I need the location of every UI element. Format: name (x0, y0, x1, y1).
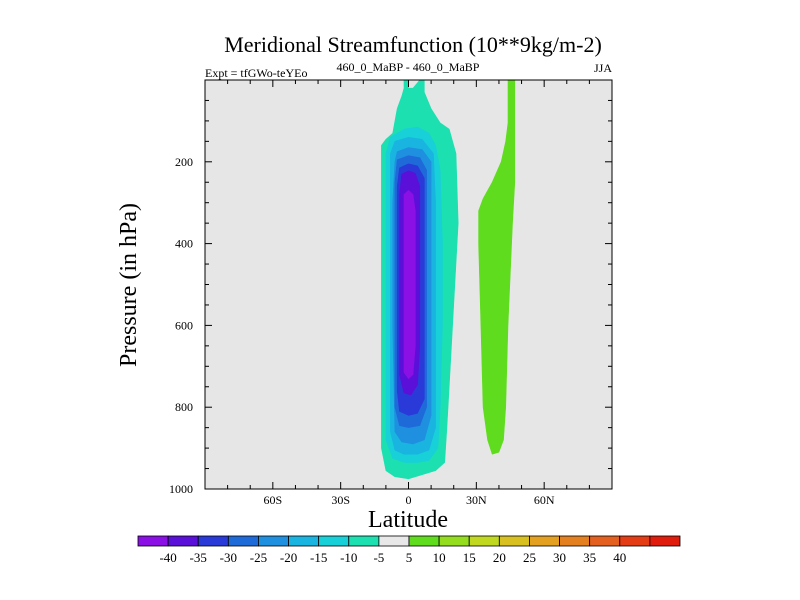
colorbar-swatch (438, 535, 470, 547)
colorbar-label: -5 (373, 550, 384, 565)
colorbar-label: 5 (406, 550, 413, 565)
plot-area: 60S 30S 0 30N 60N 200 400 600 800 1000 (169, 79, 613, 507)
colorbar-swatch (649, 535, 681, 547)
colorbar-swatch (197, 535, 229, 547)
y-tick-label: 400 (175, 237, 193, 251)
southern-cell-40 (403, 190, 416, 379)
colorbar-label: -35 (190, 550, 207, 565)
colorbar-label: 35 (583, 550, 596, 565)
experiment-label: Expt = tfGWo-teYEo (205, 66, 307, 80)
colorbar-label: 40 (613, 550, 626, 565)
colorbar-label: 15 (463, 550, 476, 565)
contour-fill-group (381, 80, 516, 480)
colorbar-label: 20 (493, 550, 506, 565)
colorbar-label: -30 (220, 550, 237, 565)
colorbar-label: -25 (250, 550, 267, 565)
colorbar-label: -10 (340, 550, 357, 565)
y-axis-title: Pressure (in hPa) (116, 203, 142, 367)
x-tick-label: 60S (263, 493, 282, 507)
colorbar-swatch (408, 535, 440, 547)
y-tick-label: 600 (175, 318, 193, 332)
chart-title: Meridional Streamfunction (10**9kg/m-2) (224, 32, 602, 57)
colorbar-label: 30 (553, 550, 566, 565)
period-label: 460_0_MaBP - 460_0_MaBP (337, 60, 480, 74)
colorbar-swatch (498, 535, 530, 547)
colorbar-label: -40 (159, 550, 176, 565)
colorbar-label: 10 (433, 550, 446, 565)
colorbar-swatch (288, 535, 320, 547)
colorbar-label: -15 (310, 550, 327, 565)
y-tick-label: 200 (175, 155, 193, 169)
colorbar-swatch (378, 535, 410, 547)
northern-cell (478, 80, 516, 455)
colorbar-label: 25 (523, 550, 536, 565)
colorbar-swatch (559, 535, 591, 547)
x-tick-label: 30S (331, 493, 350, 507)
colorbar-swatch (348, 535, 380, 547)
colorbar-swatch (167, 535, 199, 547)
colorbar-swatch (318, 535, 350, 547)
colorbar-swatch (137, 535, 169, 547)
colorbar: -40 -35 -30 -25 -20 -15 -10 -5 5 10 15 20 25 30 35 40 (137, 535, 681, 565)
colorbar-swatch (589, 535, 621, 547)
x-tick-label: 60N (534, 493, 555, 507)
y-tick-label: 800 (175, 400, 193, 414)
x-tick-label: 0 (406, 493, 412, 507)
colorbar-swatch (619, 535, 651, 547)
x-axis-title: Latitude (368, 507, 448, 533)
colorbar-swatch (468, 535, 500, 547)
season-label: JJA (594, 61, 612, 75)
colorbar-swatch (227, 535, 259, 547)
x-tick-label: 30N (466, 493, 487, 507)
colorbar-swatch (529, 535, 560, 547)
colorbar-swatch (258, 535, 289, 547)
colorbar-label: -20 (280, 550, 297, 565)
y-tick-label: 1000 (169, 482, 193, 496)
